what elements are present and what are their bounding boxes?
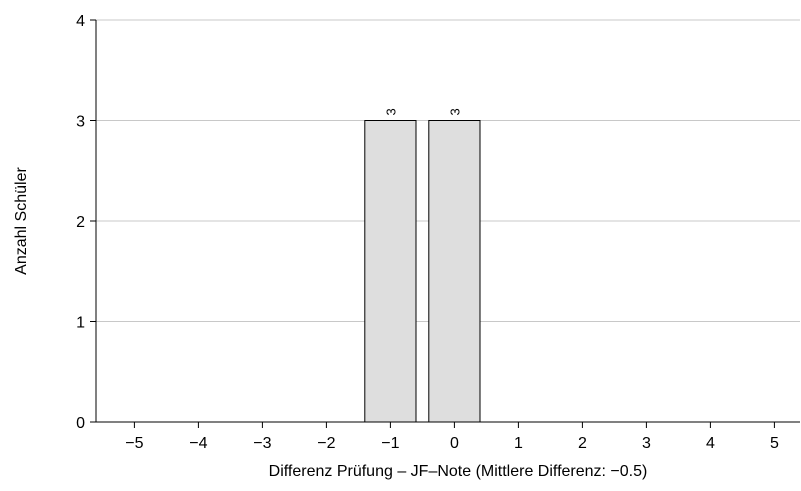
x-tick-label-0: −5 xyxy=(125,435,143,452)
bar-value-label-0: 3 xyxy=(383,108,398,115)
axes: 0 1 2 3 4 −5 −4 −3 −2 −1 0 1 2 3 4 5 xyxy=(76,13,800,452)
y-tick-label-2: 2 xyxy=(76,214,85,231)
bars xyxy=(364,120,481,423)
bar-1 xyxy=(428,120,481,423)
x-tick-label-2: −3 xyxy=(253,435,271,452)
x-axis-title: Differenz Prüfung – JF–Note (Mittlere Di… xyxy=(269,463,648,480)
y-tick-label-3: 3 xyxy=(76,114,85,131)
bar-0 xyxy=(364,120,417,423)
x-tick-label-10: 5 xyxy=(770,435,779,452)
y-tick-label-4: 4 xyxy=(76,13,85,30)
bar-value-label-1: 3 xyxy=(447,108,462,115)
x-tick-label-7: 2 xyxy=(578,435,587,452)
y-tick-label-1: 1 xyxy=(76,315,85,332)
x-tick-label-4: −1 xyxy=(381,435,399,452)
x-tick-label-8: 3 xyxy=(642,435,651,452)
x-tick-label-5: 0 xyxy=(450,435,459,452)
y-tick-label-0: 0 xyxy=(76,415,85,432)
y-axis-title: Anzahl Schüler xyxy=(13,167,30,275)
x-tick-label-1: −4 xyxy=(189,435,207,452)
x-tick-label-9: 4 xyxy=(706,435,715,452)
x-tick-label-3: −2 xyxy=(317,435,335,452)
x-tick-label-6: 1 xyxy=(514,435,523,452)
